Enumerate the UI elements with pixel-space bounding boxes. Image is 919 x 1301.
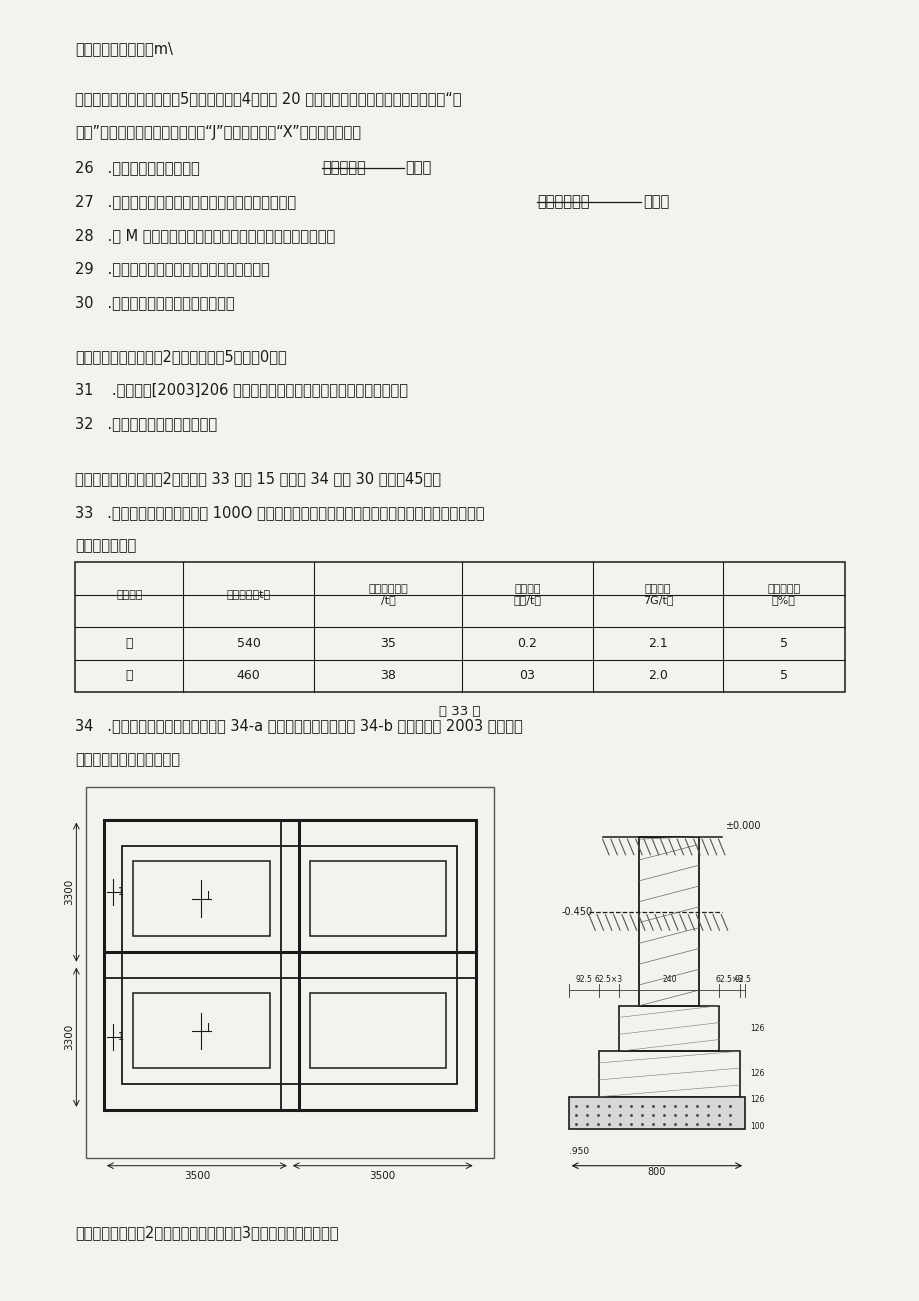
Text: 34   .已知：建筑物基础平面图（题 34-a 图）及剖面施工图（题 34-b 图）。根据 2003 清单计价: 34 .已知：建筑物基础平面图（题 34-a 图）及剖面施工图（题 34-b 图…: [75, 718, 523, 734]
Bar: [618, 1006, 719, 1051]
Text: 32   .简述其他项目清单的内容。: 32 .简述其他项目清单的内容。: [75, 416, 217, 432]
Text: l: l: [207, 891, 210, 902]
Text: 26   .项目经理的工资应列入: 26 .项目经理的工资应列入: [75, 160, 200, 176]
Text: 540: 540: [236, 637, 260, 649]
Bar: [133, 994, 269, 1068]
Text: 92.5: 92.5: [733, 974, 750, 984]
Text: 126: 126: [749, 1095, 764, 1105]
Text: 。（）: 。（）: [642, 194, 669, 209]
Text: 直接工程费: 直接工程费: [322, 160, 366, 176]
Text: 1: 1: [118, 887, 124, 898]
Text: 03: 03: [519, 670, 535, 682]
Text: 27   .有永久性顶盖的室外楼梯，其建设面积为楼梯的: 27 .有永久性顶盖的室外楼梯，其建设面积为楼梯的: [75, 194, 296, 209]
Text: 3300: 3300: [64, 1024, 74, 1050]
Text: 3500: 3500: [369, 1171, 395, 1181]
Text: 运输单价
（元/t）: 运输单价 （元/t）: [513, 584, 541, 605]
Text: 2.0: 2.0: [647, 670, 667, 682]
Text: 62.5×3: 62.5×3: [715, 974, 743, 984]
Text: 规范相关规定，分别计算：: 规范相关规定，分别计算：: [75, 752, 180, 768]
Text: 2.1: 2.1: [647, 637, 667, 649]
Text: 460: 460: [236, 670, 260, 682]
Text: l: l: [207, 1023, 210, 1033]
Bar: [75, 562, 844, 692]
Text: 240: 240: [662, 974, 675, 984]
Text: 五、计算题：本大题兲2小题，第 33 小题 15 分，第 34 小题 30 分，內45分。: 五、计算题：本大题兲2小题，第 33 小题 15 分，第 34 小题 30 分，…: [75, 471, 441, 487]
Text: 甲: 甲: [126, 637, 133, 649]
Bar: [85, 787, 494, 1158]
Text: 运输损耗率
（%）: 运输损耗率 （%）: [766, 584, 800, 605]
Text: ±0.000: ±0.000: [724, 821, 760, 831]
Text: 100: 100: [749, 1121, 764, 1131]
Text: 材料的运杂费。: 材料的运杂费。: [75, 539, 137, 554]
Text: 3300: 3300: [64, 879, 74, 905]
Text: 题 33 表: 题 33 表: [438, 705, 481, 718]
Bar: [568, 1097, 744, 1129]
Bar: [310, 861, 446, 937]
Text: 乙: 乙: [126, 670, 133, 682]
Text: 材料数量（t）: 材料数量（t）: [226, 589, 270, 600]
Text: 33   .已知某工程需要某种材料 100O 吨，经调查有甲、乙两个供货地点，根据下表所示资料计算: 33 .已知某工程需要某种材料 100O 吨，经调查有甲、乙两个供货地点，根据下…: [75, 505, 484, 520]
Bar: [122, 846, 457, 1084]
Text: 水筱，其建筑面积为m\: 水筱，其建筑面积为m\: [75, 42, 173, 57]
Text: 35: 35: [380, 637, 395, 649]
Text: 800: 800: [647, 1166, 665, 1176]
Text: 题卡”的试题序号后，正确的划上“J”：错误的划上“X”，并改正错误。: 题卡”的试题序号后，正确的划上“J”：错误的划上“X”，并改正错误。: [75, 125, 361, 141]
Text: 800: 800: [647, 1167, 665, 1177]
Text: 5: 5: [779, 637, 787, 649]
Text: 四、简答题：本大题兲2小题，每小题5分，共0分。: 四、简答题：本大题兲2小题，每小题5分，共0分。: [75, 349, 287, 364]
Text: 29   .踢脚线按设计图示尺寸以近度计算。（）: 29 .踢脚线按设计图示尺寸以近度计算。（）: [75, 262, 270, 277]
Text: .950: .950: [568, 1147, 588, 1157]
Text: 5: 5: [779, 670, 787, 682]
Text: 31    .根据建标[2003]206 号文规定，施工机械台班单价包括哪些费用？: 31 .根据建标[2003]206 号文规定，施工机械台班单价包括哪些费用？: [75, 382, 408, 398]
Text: 0.2: 0.2: [517, 637, 537, 649]
Text: 92.5: 92.5: [574, 974, 592, 984]
Text: 30   .一个工日是指工作工小时。（）: 30 .一个工日是指工作工小时。（）: [75, 295, 235, 311]
Text: 水平投影面积: 水平投影面积: [537, 194, 589, 209]
Text: 126: 126: [749, 1069, 764, 1079]
Text: 28   .工 M 勉法是工程量清单计价模式采用的计价方式。（）: 28 .工 M 勉法是工程量清单计价模式采用的计价方式。（）: [75, 228, 335, 243]
Text: 62.5×3: 62.5×3: [595, 974, 622, 984]
Text: 38: 38: [380, 670, 395, 682]
Text: 供货地点: 供货地点: [116, 589, 142, 600]
Text: -0.450: -0.450: [561, 907, 592, 917]
Text: 1: 1: [118, 1032, 124, 1042]
Text: 三、判断改错题：本大题兲5小题，每小题4分，共 20 分。判断下列各题划线处的正误，在“答: 三、判断改错题：本大题兲5小题，每小题4分，共 20 分。判断下列各题划线处的正…: [75, 91, 461, 107]
Text: 供货价格（元
/t）: 供货价格（元 /t）: [368, 584, 407, 605]
Text: 3500: 3500: [184, 1171, 210, 1181]
Bar: [104, 820, 475, 1110]
Bar: [133, 861, 269, 937]
Bar: [598, 1051, 739, 1097]
Text: 。（）: 。（）: [404, 160, 431, 176]
Text: 126: 126: [749, 1024, 764, 1033]
Text: ⦁垫层工程量；（2度沟槽土方工程量；（3）基础回填土工程量。: ⦁垫层工程量；（2度沟槽土方工程量；（3）基础回填土工程量。: [75, 1226, 338, 1241]
Bar: [310, 994, 446, 1068]
Bar: [639, 837, 698, 1006]
Text: 装卸费（
7G/t）: 装卸费（ 7G/t）: [642, 584, 673, 605]
